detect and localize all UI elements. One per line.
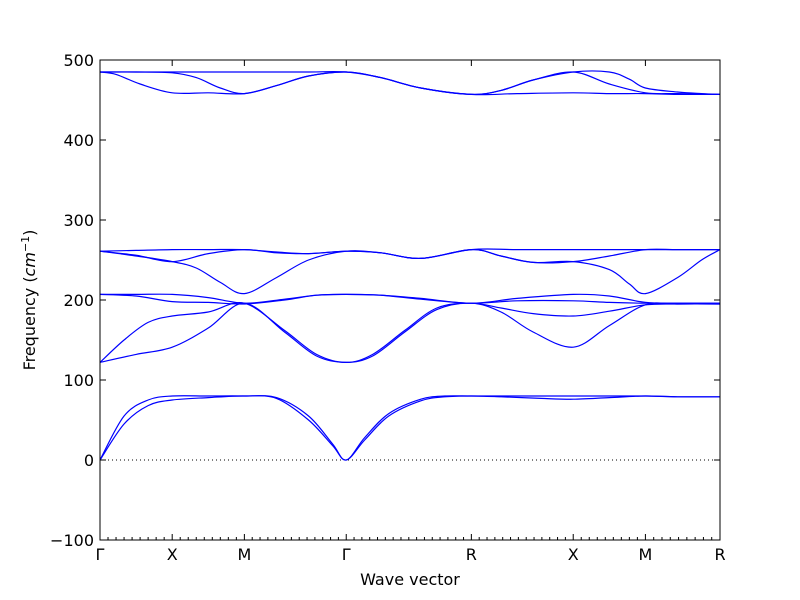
y-tick-label: 0 bbox=[84, 451, 94, 470]
band-line-9 bbox=[99, 248, 720, 260]
band-line-8 bbox=[99, 248, 720, 264]
x-tick-label: Γ bbox=[342, 545, 351, 564]
y-tick-label: 300 bbox=[63, 211, 94, 230]
plot-frame bbox=[99, 59, 721, 541]
x-tick-label: R bbox=[466, 545, 477, 564]
x-tick-label: R bbox=[714, 545, 725, 564]
x-tick-label: M bbox=[639, 545, 653, 564]
band-line-4 bbox=[99, 302, 721, 364]
y-axis-title: Frequency (cm−1) bbox=[19, 230, 39, 371]
y-tick-label: −100 bbox=[50, 531, 94, 550]
y-tick-label: 500 bbox=[63, 51, 94, 70]
band-line-1 bbox=[99, 395, 721, 461]
x-tick-label: M bbox=[237, 545, 251, 564]
band-line-12 bbox=[100, 70, 721, 96]
x-tick-label: X bbox=[167, 545, 178, 564]
band-line-7 bbox=[99, 248, 721, 295]
band-line-6 bbox=[99, 293, 721, 304]
plot-area bbox=[99, 70, 721, 461]
y-tick-label: 400 bbox=[63, 131, 94, 150]
x-tick-label: X bbox=[568, 545, 579, 564]
axes: −100 0 100 200 300 400 500 Γ X M Γ R X M R bbox=[50, 51, 726, 564]
y-tick-label: 200 bbox=[63, 291, 94, 310]
band-line-2 bbox=[99, 395, 721, 461]
band-line-3 bbox=[99, 302, 721, 364]
x-tick-label: Γ bbox=[96, 545, 105, 564]
band-line-11 bbox=[99, 70, 721, 96]
y-tick-label: 100 bbox=[63, 371, 94, 390]
band-line-10 bbox=[99, 71, 721, 96]
x-axis-title: Wave vector bbox=[360, 570, 460, 589]
